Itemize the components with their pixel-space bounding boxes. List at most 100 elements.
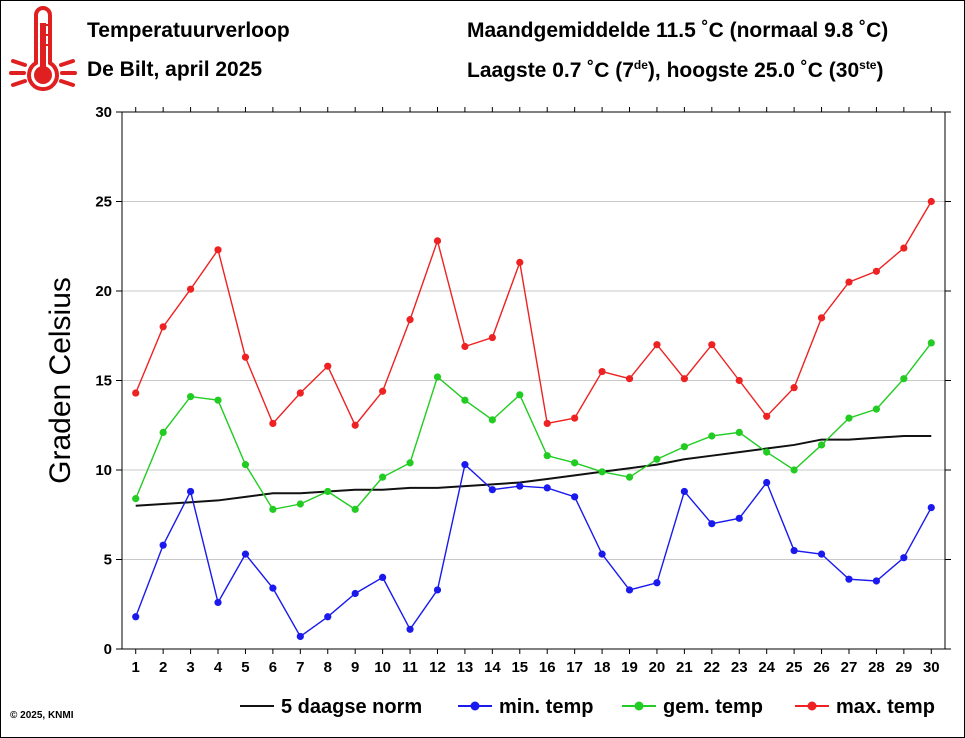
point-min-7 [296,632,304,641]
legend-label-norm: 5 daagse norm [281,696,422,718]
point-min-8 [324,613,332,621]
point-min-24 [763,478,771,487]
x-tick-label-13: 13 [457,659,474,676]
x-tick-label-30: 30 [923,659,940,676]
point-gem-16 [543,452,551,460]
point-gem-8 [324,487,332,496]
point-max-18 [598,367,606,376]
point-max-3 [186,285,195,293]
point-gem-17 [571,459,579,467]
point-gem-7 [296,500,304,508]
point-gem-18 [598,468,606,476]
y-axis-label: Graden Celsius [44,277,77,484]
x-tick-label-14: 14 [484,659,501,676]
point-max-22 [708,341,716,349]
point-gem-5 [241,461,250,469]
point-min-6 [269,584,277,592]
x-tick-label-27: 27 [841,659,858,676]
x-tick-label-11: 11 [402,659,418,676]
x-tick-label-15: 15 [511,659,528,676]
legend-marker-min [470,701,480,711]
point-min-26 [817,550,826,558]
point-min-23 [735,514,743,522]
point-min-16 [543,484,551,492]
point-max-15 [516,258,524,266]
point-gem-3 [186,393,195,401]
point-min-12 [433,586,442,594]
x-tick-label-12: 12 [429,659,446,676]
point-max-2 [159,323,167,331]
point-max-30 [927,197,935,206]
y-tick-label-15: 15 [95,373,112,390]
x-tick-label-23: 23 [731,659,748,676]
point-min-10 [379,573,387,582]
point-min-18 [598,550,606,558]
legend-label-max: max. temp [836,696,935,718]
x-tick-label-26: 26 [813,659,830,676]
point-gem-2 [159,428,167,437]
series-line-min [135,463,932,638]
point-min-9 [351,589,359,598]
point-max-19 [625,375,634,383]
point-max-10 [379,387,387,395]
point-max-1 [132,389,140,397]
point-gem-9 [351,505,359,513]
legend-marker-gem [634,701,644,711]
point-min-27 [845,575,853,583]
point-gem-4 [214,396,222,404]
point-gem-10 [379,473,387,481]
point-gem-27 [845,414,853,422]
y-tick-label-5: 5 [104,552,112,569]
y-tick-label-25: 25 [95,194,112,211]
point-max-8 [324,362,332,370]
y-tick-label-20: 20 [95,283,112,300]
point-max-7 [296,389,304,397]
x-tick-label-16: 16 [539,659,556,676]
point-max-13 [461,342,469,351]
point-gem-28 [872,405,881,413]
point-gem-29 [900,375,908,383]
series [132,197,935,641]
point-max-26 [817,314,826,322]
y-axis: 0 5 10 15 20 25 30 [95,104,951,658]
point-max-17 [571,414,579,422]
point-max-9 [351,421,359,429]
point-max-25 [790,384,798,392]
point-gem-21 [680,443,688,451]
point-gem-11 [406,459,414,467]
legend: 5 daagse norm min. temp gem. temp max. temp [240,696,935,718]
point-min-2 [159,541,167,549]
point-gem-25 [790,466,798,474]
copyright: © 2025, KNMI [10,710,74,721]
point-max-16 [543,419,551,428]
x-tick-label-4: 4 [214,659,223,676]
series-line-norm [135,434,932,507]
point-min-11 [406,625,414,633]
x-tick-label-22: 22 [703,659,720,676]
series-line-max [135,201,932,427]
point-gem-23 [735,428,743,437]
x-tick-label-17: 17 [566,659,583,676]
point-min-28 [872,577,881,585]
point-min-13 [461,461,469,469]
y-tick-label-30: 30 [95,104,112,121]
x-tick-label-19: 19 [621,659,638,676]
point-gem-30 [927,339,935,347]
point-min-15 [516,482,524,490]
point-max-23 [735,376,743,385]
point-max-5 [241,353,250,361]
point-gem-19 [625,473,634,481]
legend-label-gem: gem. temp [663,696,763,718]
x-tick-label-10: 10 [374,659,391,676]
x-tick-label-18: 18 [594,659,611,676]
point-max-24 [763,412,771,420]
min-max-summary: Laagste 0.7 ˚C (7de), hoogste 25.0 ˚C (3… [467,58,884,82]
point-gem-24 [763,448,771,456]
thermometer-icon [9,6,77,92]
x-tick-label-29: 29 [896,659,913,676]
point-min-5 [241,550,250,558]
point-gem-13 [461,396,469,404]
monthly-average: Maandgemiddelde 11.5 ˚C (normaal 9.8 ˚C) [467,19,889,42]
